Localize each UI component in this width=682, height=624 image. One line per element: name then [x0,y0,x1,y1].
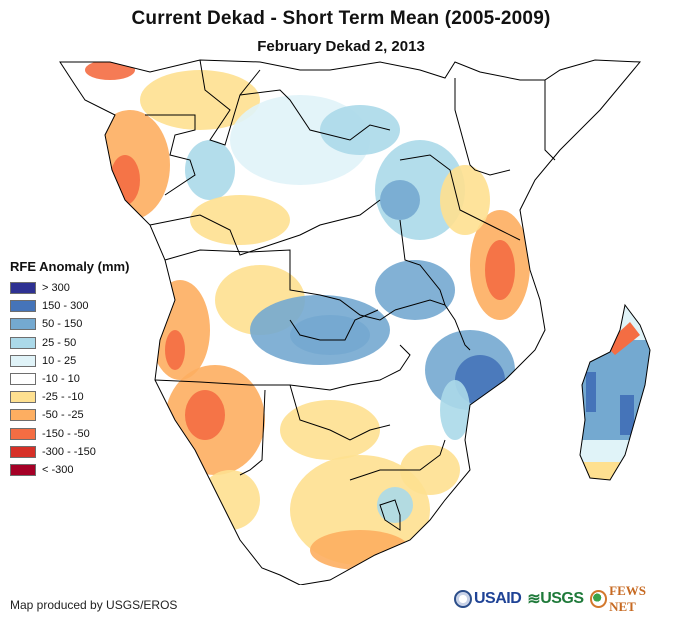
legend-item: -150 - -50 [10,425,160,443]
legend-swatch [10,336,36,349]
legend-swatch [10,300,36,313]
legend-label: > 300 [42,282,70,295]
legend-swatch [10,354,36,367]
legend-item: 150 - 300 [10,297,160,315]
legend-label: -50 - -25 [42,409,84,422]
anomaly-area [440,380,470,440]
legend-item: 50 - 150 [10,315,160,333]
legend-swatch [10,373,36,386]
map-title: Current Dekad - Short Term Mean (2005-20… [131,8,551,29]
coastline-and-borders [59,59,651,585]
fewsnet-logo: FEWS NET [589,583,674,615]
legend-item: -50 - -25 [10,406,160,424]
legend-item: -10 - 10 [10,370,160,388]
legend-swatch [10,445,36,458]
legend-label: -10 - 10 [42,373,80,386]
anomaly-area [165,330,185,370]
anomaly-area [400,445,460,495]
legend-label: -25 - -10 [42,391,84,404]
usaid-logo: USAID [454,590,522,608]
legend-title: RFE Anomaly (mm) [10,259,130,274]
legend-swatch [10,409,36,422]
anomaly-area [485,240,515,300]
legend-label: 25 - 50 [42,336,77,349]
legend-label: < -300 [42,463,74,476]
anomaly-area [185,390,225,440]
anomaly-area [320,105,400,155]
anomaly-area [380,180,420,220]
legend-label: 150 - 300 [42,300,89,313]
legend-label: 50 - 150 [42,318,83,331]
legend-swatch [10,391,36,404]
madagascar-anomaly-fill [580,305,650,480]
legend-label: -300 - -150 [42,445,96,458]
legend-item: -25 - -10 [10,388,160,406]
legend-swatch [10,463,36,476]
legend-label: -150 - -50 [42,427,90,440]
map-subtitle: February Dekad 2, 2013 [257,38,425,55]
anomaly-area [185,140,235,200]
legend-item: 25 - 50 [10,334,160,352]
anomaly-area [440,165,490,235]
legend-swatch [10,282,36,295]
credit-text: Map produced by USGS/EROS [10,598,178,612]
legend-item: -300 - -150 [10,443,160,461]
anomaly-area [310,530,410,570]
usaid-seal-icon [454,590,472,608]
legend-item: 10 - 25 [10,352,160,370]
legend-label: 10 - 25 [42,354,77,367]
anomaly-area [85,60,135,80]
globe-icon [589,590,608,608]
anomaly-area [290,315,370,355]
anomaly-map [59,59,651,585]
legend: RFE Anomaly (mm) > 300 150 - 300 50 - 150 2… [10,259,160,479]
legend-item: < -300 [10,461,160,479]
anomaly-area [375,260,455,320]
anomaly-area [190,195,290,245]
anomaly-area [110,155,140,205]
usgs-logo: ≋ USGS [527,590,584,608]
partner-logos: USAID ≋ USGS FEWS NET [454,583,680,615]
legend-item: > 300 [10,279,160,297]
legend-swatch [10,318,36,331]
usgs-wave-icon: ≋ [527,591,541,608]
anomaly-area [377,487,413,523]
legend-swatch [10,427,36,440]
